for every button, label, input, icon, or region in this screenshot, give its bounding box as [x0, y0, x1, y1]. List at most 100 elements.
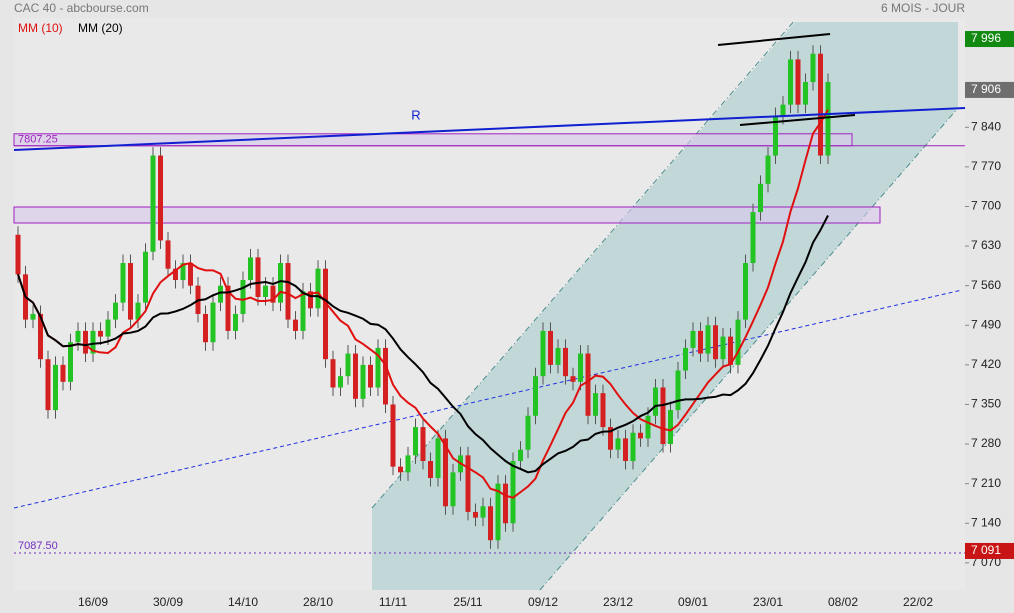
candle-body [435, 438, 441, 478]
legend-entry: MM (20) [78, 21, 123, 35]
candle-body [165, 240, 171, 269]
candle-body [728, 336, 733, 365]
candle-body [68, 342, 73, 382]
candle-body [690, 330, 696, 348]
candle-body [630, 432, 636, 462]
price-tag [965, 31, 1014, 48]
candle-body [188, 263, 193, 286]
resistance-line [13, 107, 966, 151]
candle-body [218, 285, 223, 303]
moving-averages [17, 109, 829, 499]
candle-body [345, 353, 351, 377]
candle-body [668, 410, 673, 445]
candle-body [698, 330, 703, 354]
candles [15, 45, 831, 549]
candle-body [53, 364, 58, 411]
candle-body [45, 359, 51, 411]
candle-body [98, 330, 103, 337]
candle-body [780, 104, 786, 116]
candle-body [750, 212, 756, 264]
candle-body [173, 268, 178, 281]
candle-body [300, 291, 306, 331]
candle-body [390, 404, 396, 467]
candle-body [758, 183, 763, 213]
candle-body [540, 330, 546, 377]
candle-body [593, 393, 598, 416]
candle-body [150, 155, 156, 252]
x-tick-label: 11/11 [379, 595, 408, 609]
candle-body [653, 387, 658, 416]
candle-body [233, 313, 238, 331]
y-tick-label: 7 630 [971, 238, 1001, 252]
candle-body [105, 319, 111, 337]
drawings-top: R [13, 33, 966, 151]
candle-body [368, 364, 373, 388]
drawings [13, 19, 963, 591]
candle-body [353, 353, 358, 399]
candle-body [525, 415, 531, 450]
candle-body [473, 511, 478, 518]
candle-body [720, 336, 726, 360]
candle-body [810, 53, 816, 83]
x-tick-label: 09/01 [678, 595, 708, 609]
candle-body [675, 370, 681, 411]
candle-body [585, 353, 591, 416]
candle-body [503, 483, 508, 524]
candle-body [660, 387, 666, 445]
candle-body [30, 313, 36, 320]
period-label: 6 MOIS - JOUR [881, 1, 965, 15]
trendline-label: R [411, 107, 420, 122]
candle-body [420, 427, 426, 462]
x-tick-label: 28/10 [303, 595, 333, 609]
candle-body [180, 263, 186, 281]
x-tick-label: 23/12 [603, 595, 633, 609]
candle-body [518, 449, 523, 462]
candle-body [510, 461, 516, 524]
candle-body [248, 257, 253, 281]
neck-line [739, 114, 856, 126]
candle-body [210, 302, 216, 343]
candle-body [143, 251, 148, 303]
x-tick-label: 25/11 [453, 595, 482, 609]
candle-body [578, 353, 583, 382]
x-tick-label: 09/12 [528, 595, 558, 609]
candle-body [555, 347, 561, 365]
y-tick-label: 7 350 [971, 397, 1001, 411]
chart-title: CAC 40 - abcbourse.com [14, 1, 149, 15]
candle-body [278, 263, 283, 303]
candle-body [683, 347, 688, 371]
y-tick-label: 7 770 [971, 159, 1001, 173]
candle-body [615, 438, 621, 450]
candle-body [788, 59, 793, 105]
zone [13, 206, 881, 224]
x-tick-label: 14/10 [228, 595, 258, 609]
candle-body [645, 415, 651, 439]
candle-body [488, 506, 493, 541]
candle-body [533, 376, 538, 416]
candle-body [293, 319, 298, 331]
candle-body [443, 438, 448, 507]
candle-body [825, 82, 831, 156]
candle-body [158, 155, 163, 241]
y-tick-label: 7 700 [971, 199, 1001, 213]
x-tick-label: 23/01 [753, 595, 783, 609]
candle-body [600, 393, 606, 428]
candle-body [375, 347, 381, 388]
candle-body [270, 285, 276, 303]
candle-body [113, 302, 118, 320]
channel-bottom [539, 107, 959, 591]
y-tick-label: 7 280 [971, 436, 1001, 450]
candle-body [83, 330, 88, 354]
level-label: 7807.25 [18, 134, 58, 146]
x-tick-label: 08/02 [828, 595, 858, 609]
candle-body [570, 376, 576, 382]
candle-body [405, 455, 411, 473]
candle-body [428, 461, 433, 478]
y-tick-label: 7 840 [971, 119, 1001, 133]
candle-body [315, 268, 321, 309]
candle-body [338, 376, 343, 388]
y-tick-label: 7 560 [971, 278, 1001, 292]
moving-average [17, 215, 829, 474]
